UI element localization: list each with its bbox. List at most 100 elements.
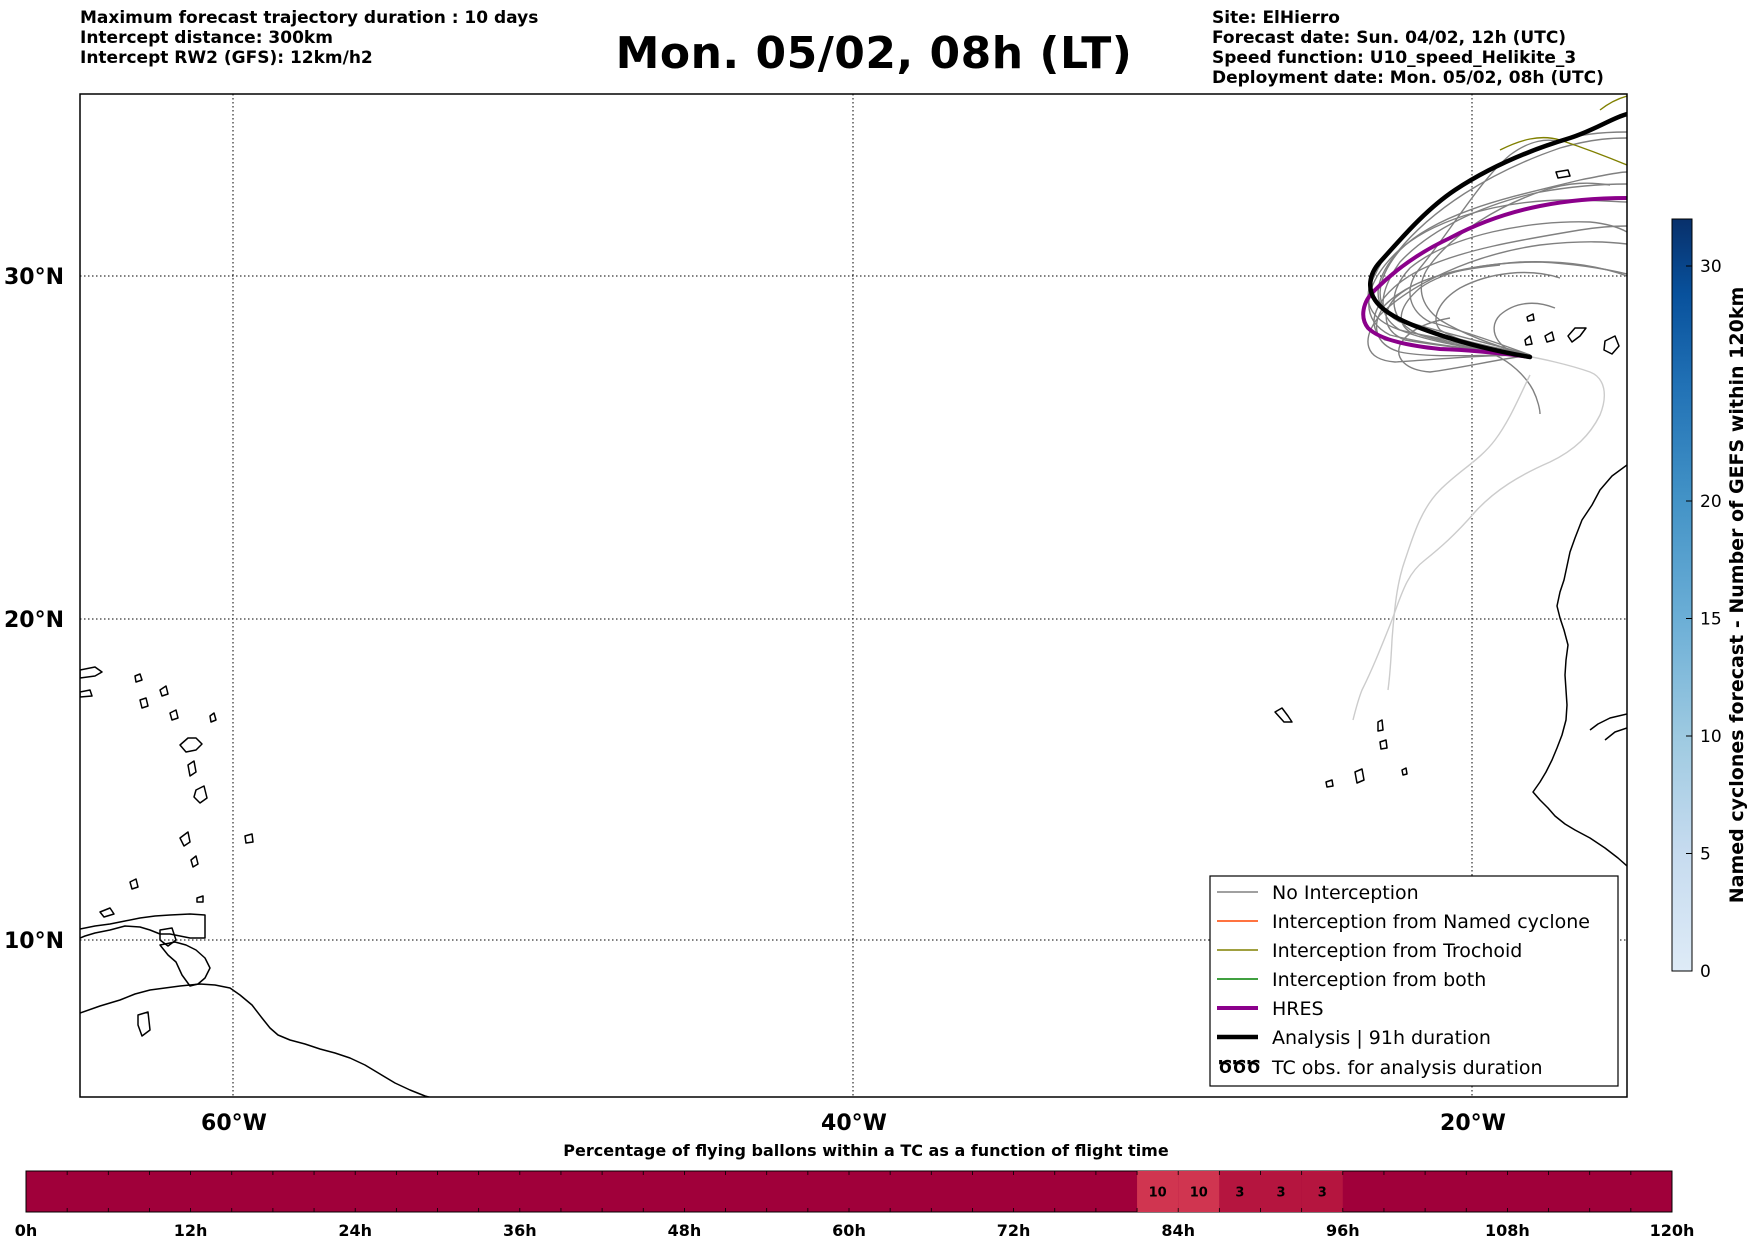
lon-label-20w: 20°W: [1440, 1111, 1506, 1136]
timeline-ticks: 0h 12h 24h 36h 48h 60h 72h 84h 96h 108h 120h: [15, 1221, 1695, 1240]
island-5: [187, 760, 197, 777]
timeline-segment-value-4: 3: [1318, 1186, 1327, 1201]
colorbar-gradient: [1671, 218, 1693, 972]
timeline: Percentage of flying ballons within a TC…: [15, 1141, 1695, 1240]
trajectory-gray: [1382, 183, 1627, 356]
legend-label: No Interception: [1272, 882, 1419, 904]
timeline-tick-label-60h: 60h: [832, 1221, 866, 1240]
legend-label: Analysis | 91h duration: [1272, 1027, 1491, 1049]
lat-label-10n: 10°N: [4, 929, 64, 954]
legend-label: Interception from both: [1272, 969, 1486, 991]
max-duration-text: Maximum forecast trajectory duration : 1…: [80, 8, 539, 28]
legend-label: HRES: [1272, 998, 1324, 1020]
coastlines: [80, 169, 1627, 1097]
timeline-segment-4: [1301, 1171, 1343, 1212]
timeline-segment-value-2: 3: [1235, 1186, 1244, 1201]
island-canary-2: [1567, 327, 1587, 343]
timeline-segment-value-0: 10: [1149, 1186, 1167, 1201]
colorbar-tick-label-5: 5: [1700, 845, 1711, 865]
lon-label-40w: 40°W: [821, 1111, 887, 1136]
colorbar-ticks: 0 5 10 15 20 30: [1686, 257, 1722, 982]
intercept-distance-text: Intercept distance: 300km: [80, 28, 333, 48]
timeline-tick-label-120h: 120h: [1650, 1221, 1695, 1240]
trajectory-light: [1387, 374, 1531, 691]
island-12: [134, 673, 143, 683]
lon-label-60w: 60°W: [201, 1111, 267, 1136]
coastline-africa: [1532, 464, 1627, 867]
island-cv-1: [1274, 707, 1293, 723]
trajectory-analysis: [1368, 111, 1627, 360]
tc-symbol-icon: ԾԾԾ: [1218, 1057, 1261, 1078]
trajectory-gray: [1393, 221, 1627, 356]
coastline-gulf-paria: [159, 941, 211, 987]
island-11: [80, 689, 93, 698]
island-15: [129, 878, 139, 890]
timeline-tick-label-48h: 48h: [668, 1221, 702, 1240]
legend-item-named-cyclone: Interception from Named cyclone: [1217, 911, 1590, 933]
island-canary-6: [1555, 169, 1571, 179]
island-13: [139, 697, 149, 709]
deployment-date-text: Deployment date: Mon. 05/02, 08h (UTC): [1212, 68, 1604, 88]
coastline-africa-inland: [1589, 713, 1627, 731]
legend-item-no-interception: No Interception: [1217, 882, 1419, 904]
colorbar: 0 5 10 15 20 30 Named cyclones forecast - Num…: [1671, 218, 1748, 982]
legend-label: Interception from Named cyclone: [1272, 911, 1590, 933]
timeline-minor-ticks: [66, 1171, 1632, 1212]
legend-item-analysis: Analysis | 91h duration: [1217, 1027, 1491, 1049]
timeline-segment-value-3: 3: [1277, 1186, 1286, 1201]
island-7: [169, 709, 179, 721]
island-canary-1: [1603, 335, 1620, 355]
island-8: [159, 685, 169, 697]
island-cv-6: [1401, 767, 1408, 776]
site-text: Site: ElHierro: [1212, 8, 1340, 28]
colorbar-tick-label-30: 30: [1700, 257, 1722, 277]
site-info: Site: ElHierro Forecast date: Sun. 04/02…: [1212, 8, 1604, 88]
coastline-africa-inland-2: [1604, 727, 1627, 741]
trajectory-gray: [1367, 241, 1627, 363]
island-1: [196, 895, 204, 903]
legend-item-trochoid: Interception from Trochoid: [1217, 940, 1522, 962]
timeline-segment-0: [1137, 1171, 1179, 1212]
legend: No Interception Interception from Named …: [1209, 875, 1619, 1087]
trajectory-hres: [1361, 196, 1627, 359]
trajectory-gray: [1385, 260, 1627, 356]
timeline-tick-label-72h: 72h: [997, 1221, 1031, 1240]
island-canary-4: [1524, 335, 1533, 346]
island-cv-2: [1377, 719, 1384, 732]
timeline-tick-label-24h: 24h: [338, 1221, 372, 1240]
timeline-tick-label-108h: 108h: [1485, 1221, 1530, 1240]
legend-item-hres: HRES: [1217, 998, 1324, 1020]
trajectory-gray: [1494, 354, 1541, 415]
forecast-date-text: Forecast date: Sun. 04/02, 12h (UTC): [1212, 28, 1567, 48]
colorbar-tick-label-20: 20: [1700, 492, 1722, 512]
island-cv-3: [1379, 739, 1388, 750]
trajectories-light: [1352, 354, 1606, 721]
island-10: [80, 666, 103, 679]
island-2: [190, 855, 199, 868]
timeline-segment-3: [1260, 1171, 1302, 1212]
island-cv-4: [1354, 768, 1365, 784]
trajectory-light: [1352, 354, 1606, 721]
colorbar-tick-label-10: 10: [1700, 727, 1722, 747]
island-4: [193, 785, 208, 804]
map-border: [79, 93, 1628, 1098]
timeline-segment-2: [1219, 1171, 1261, 1212]
lat-label-30n: 30°N: [4, 265, 64, 290]
island-6: [179, 737, 203, 753]
island-canary-5: [1526, 313, 1535, 322]
timeline-bar: [25, 1170, 1673, 1213]
timeline-tick-label-96h: 96h: [1326, 1221, 1360, 1240]
legend-box: [1209, 875, 1619, 1087]
colorbar-tick-label-15: 15: [1700, 610, 1722, 630]
coastline-south-america: [80, 983, 432, 1097]
page-title-text: Mon. 05/02, 08h (LT): [615, 28, 1133, 79]
trajectory-gray: [1377, 137, 1627, 356]
timeline-tick-label-0h: 0h: [15, 1221, 38, 1240]
timeline-title: Percentage of flying ballons within a TC…: [563, 1141, 1169, 1160]
coastline-caribbean-north: [80, 913, 206, 939]
legend-label: TC obs. for analysis duration: [1271, 1057, 1543, 1079]
trajectory-gray: [1398, 317, 1531, 373]
timeline-tick-label-12h: 12h: [174, 1221, 208, 1240]
legend-item-tc-obs: ԾԾԾ TC obs. for analysis duration: [1218, 1057, 1543, 1079]
island-17: [137, 1011, 151, 1037]
